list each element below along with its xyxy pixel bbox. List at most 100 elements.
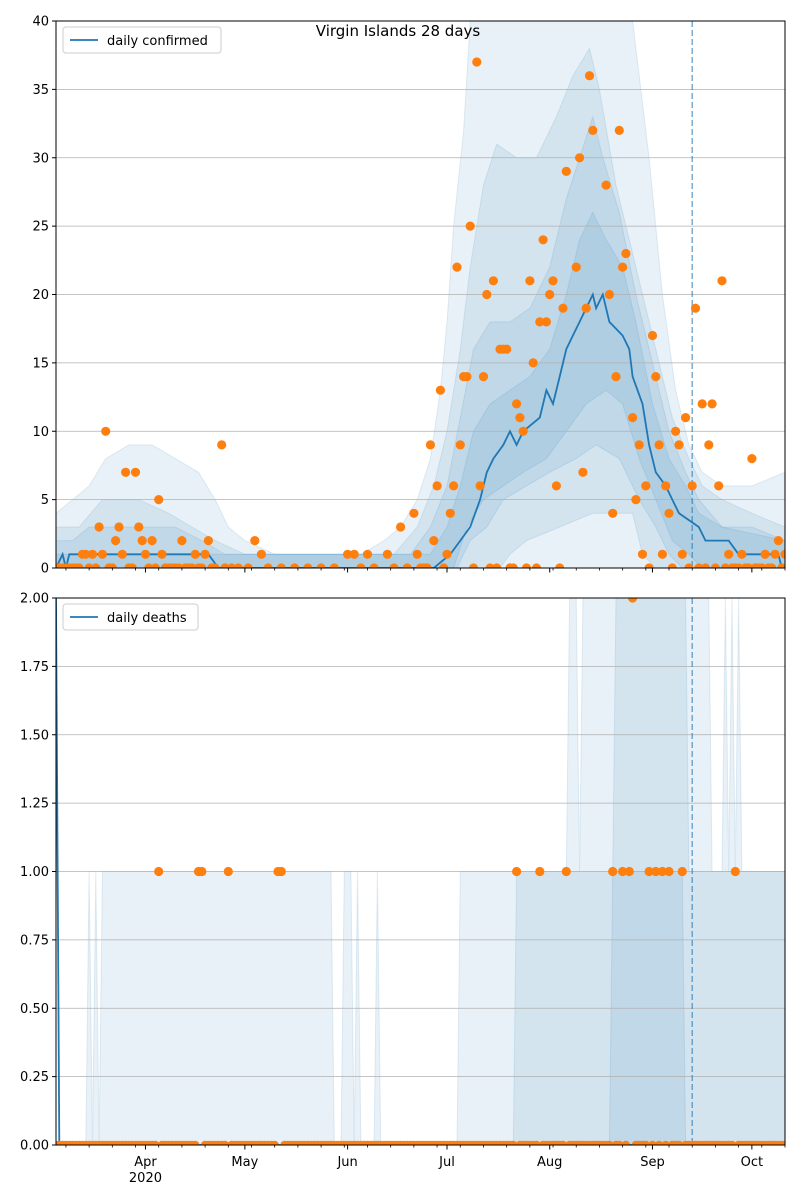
confirmed-data-point	[541, 317, 552, 327]
confirmed-data-point	[690, 303, 701, 313]
deaths-data-point	[664, 866, 674, 877]
confirmed-data-point	[91, 563, 101, 568]
deaths-data-point	[628, 598, 638, 603]
deaths-data-point	[644, 866, 654, 877]
deaths-y-tick-label: 1.50	[20, 728, 49, 743]
deaths-data-point	[154, 866, 164, 877]
confirmed-data-point	[472, 57, 482, 67]
confirmed-data-point	[558, 303, 568, 313]
confirmed-data-point	[717, 276, 727, 286]
confirmed-data-point	[618, 262, 628, 272]
confirmed-data-point	[511, 399, 522, 409]
deaths-y-tick-label: 0.75	[20, 933, 49, 948]
confirmed-data-point	[200, 549, 210, 559]
confirmed-data-point	[475, 481, 485, 491]
confirmed-band-3	[56, 211, 785, 568]
deaths-y-tick-label: 0.25	[20, 1070, 49, 1085]
confirmed-data-point	[127, 563, 137, 568]
confirmed-data-point	[382, 549, 392, 559]
confirmed-data-point	[637, 549, 648, 559]
confirmed-y-tick-label: 0	[41, 562, 49, 577]
confirmed-legend: daily confirmed	[62, 26, 222, 54]
deaths-zero-point	[532, 1140, 541, 1145]
confirmed-band-1	[56, 47, 785, 568]
deaths-series-line	[56, 598, 785, 1145]
x-tick-label: Oct	[741, 1155, 763, 1170]
deaths-y-tick-label: 0.00	[20, 1139, 49, 1154]
confirmed-data-point	[551, 481, 562, 491]
confirmed-data-point	[667, 563, 677, 568]
confirmed-data-point	[588, 125, 598, 135]
confirmed-data-point	[140, 549, 151, 559]
confirmed-data-point	[429, 536, 439, 546]
confirmed-data-point	[465, 221, 475, 231]
confirmed-data-point	[578, 467, 588, 477]
deaths-zero-point	[270, 1140, 279, 1145]
confirmed-data-point	[488, 276, 498, 286]
deaths-legend: daily deaths	[62, 603, 199, 631]
confirmed-data-point	[671, 426, 681, 436]
deaths-data-point	[535, 866, 545, 877]
confirmed-data-point	[714, 481, 724, 491]
deaths-zero-point	[220, 1140, 230, 1145]
deaths-line-series	[56, 598, 785, 1145]
deaths-data-point	[561, 866, 571, 877]
confirmed-data-point	[634, 440, 644, 450]
confirmed-data-point	[343, 549, 353, 559]
confirmed-data-point	[767, 563, 777, 568]
confirmed-data-point	[654, 440, 664, 450]
confirmed-data-point	[243, 563, 253, 568]
confirmed-data-point	[101, 426, 111, 436]
confirmed-data-point	[780, 549, 785, 559]
confirmed-data-point	[525, 276, 535, 286]
confirmed-data-point	[647, 330, 658, 341]
deaths-legend-box	[62, 603, 199, 631]
confirmed-data-point	[316, 563, 326, 568]
deaths-data-point	[651, 866, 661, 877]
confirmed-data-point	[130, 467, 141, 477]
confirmed-data-point	[134, 522, 144, 532]
confirmed-y-tick-label: 30	[32, 151, 49, 166]
confirmed-data-point	[707, 399, 717, 409]
confirmed-y-tick-label: 5	[41, 493, 49, 508]
confirmed-data-point	[157, 549, 167, 559]
confirmed-data-point	[710, 563, 720, 568]
confirmed-legend-label: daily confirmed	[107, 34, 208, 49]
deaths-data-point	[197, 866, 207, 877]
confirmed-data-point	[684, 563, 694, 568]
confirmed-y-tick-label: 10	[32, 425, 49, 440]
confirmed-gridlines	[56, 88, 785, 501]
confirmed-data-point	[412, 549, 422, 559]
confirmed-data-point	[575, 153, 585, 163]
confirmed-data-point	[614, 125, 624, 135]
deaths-zero-point	[558, 1140, 568, 1145]
confirmed-data-point	[276, 563, 286, 568]
confirmed-data-point	[611, 372, 621, 382]
deaths-data-point	[657, 866, 668, 877]
x-tick-label: Apr	[134, 1155, 157, 1170]
confirmed-data-point	[521, 563, 532, 568]
deaths-data-point	[276, 866, 286, 877]
x-tick-label: May	[231, 1155, 258, 1170]
confirmed-data-point	[432, 481, 442, 491]
confirmed-data-point	[290, 563, 300, 568]
deaths-zero-point	[661, 1140, 670, 1145]
confirmed-data-point	[518, 426, 528, 436]
confirmed-line-series	[56, 291, 783, 568]
confirmed-data-point	[455, 440, 465, 450]
deaths-data-point	[223, 866, 233, 877]
confirmed-data-point	[150, 563, 160, 568]
confirmed-data-point	[628, 413, 638, 423]
confirmed-data-point	[548, 276, 558, 286]
confirmed-series-line	[56, 291, 783, 568]
chart-title: Virgin Islands 28 days	[316, 22, 481, 40]
confirmed-data-point	[657, 549, 668, 559]
confirmed-data-point	[531, 563, 542, 568]
confirmed-data-point	[601, 180, 611, 190]
deaths-zero-point	[615, 1140, 624, 1145]
confirmed-data-point	[114, 522, 124, 532]
deaths-y-tick-label: 0.50	[20, 1002, 49, 1017]
confirmed-data-point	[121, 467, 131, 477]
